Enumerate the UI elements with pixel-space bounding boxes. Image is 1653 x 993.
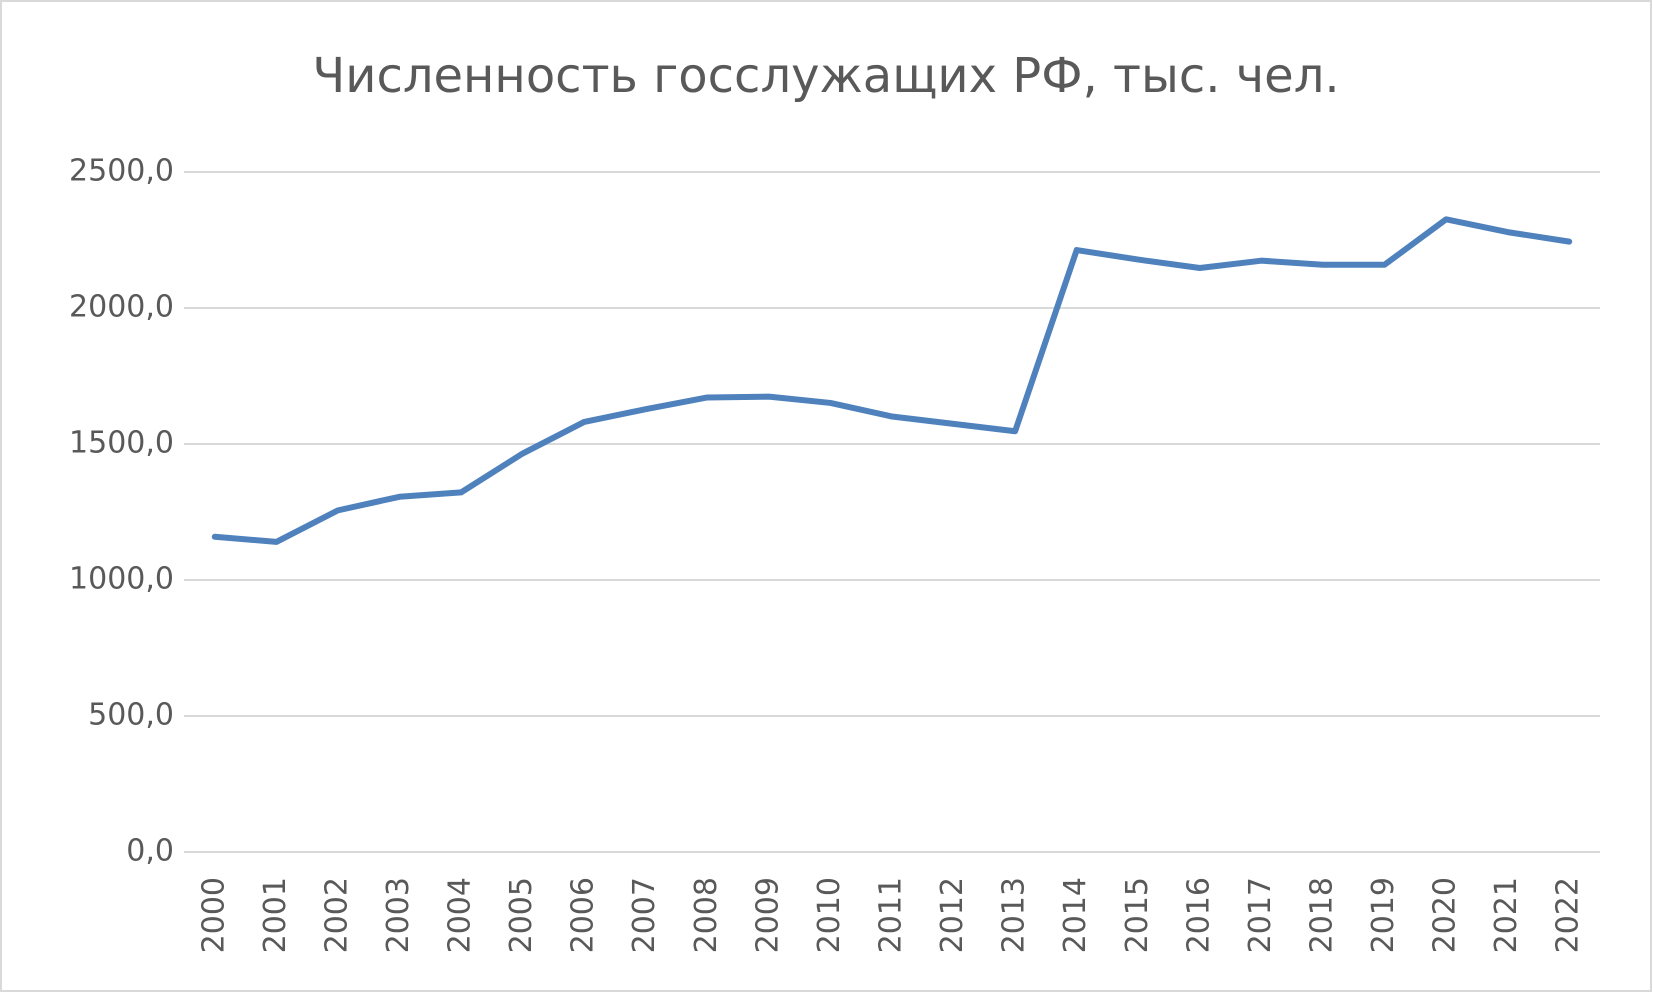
x-tick-label: 2014 — [1058, 877, 1093, 953]
y-tick-label: 2500,0 — [69, 154, 174, 189]
x-tick-label: 2005 — [504, 877, 539, 953]
line-series — [211, 216, 1573, 545]
x-tick-label: 2008 — [689, 877, 724, 953]
chart-title: Численность госслужащих РФ, тыс. чел. — [312, 48, 1339, 104]
x-tick-label: 2003 — [381, 877, 416, 953]
x-tick-label: 2006 — [566, 877, 601, 953]
x-tick-label: 2001 — [258, 877, 293, 953]
x-tick-label: 2015 — [1120, 877, 1155, 953]
y-tick-label: 1000,0 — [69, 562, 174, 597]
y-tick-label: 1500,0 — [69, 426, 174, 461]
x-tick-label: 2021 — [1489, 877, 1524, 953]
x-tick-label: 2016 — [1181, 877, 1216, 953]
x-tick-label: 2010 — [812, 877, 847, 953]
x-tick-label: 2022 — [1551, 877, 1586, 953]
x-tick-label: 2017 — [1243, 877, 1278, 953]
y-tick-label: 2000,0 — [69, 290, 174, 325]
x-tick-label: 2012 — [935, 877, 970, 953]
x-tick-label: 2004 — [443, 877, 478, 953]
x-tick-label: 2011 — [874, 877, 909, 953]
x-tick-label: 2002 — [319, 877, 354, 953]
y-tick-label: 0,0 — [126, 834, 174, 869]
x-tick-label: 2007 — [627, 877, 662, 953]
x-tick-label: 2000 — [196, 877, 231, 953]
x-tick-label: 2019 — [1366, 877, 1401, 953]
x-tick-label: 2013 — [997, 877, 1032, 953]
x-tick-label: 2018 — [1304, 877, 1339, 953]
y-tick-label: 500,0 — [88, 698, 174, 733]
x-tick-label: 2020 — [1428, 877, 1463, 953]
x-tick-label: 2009 — [750, 877, 785, 953]
